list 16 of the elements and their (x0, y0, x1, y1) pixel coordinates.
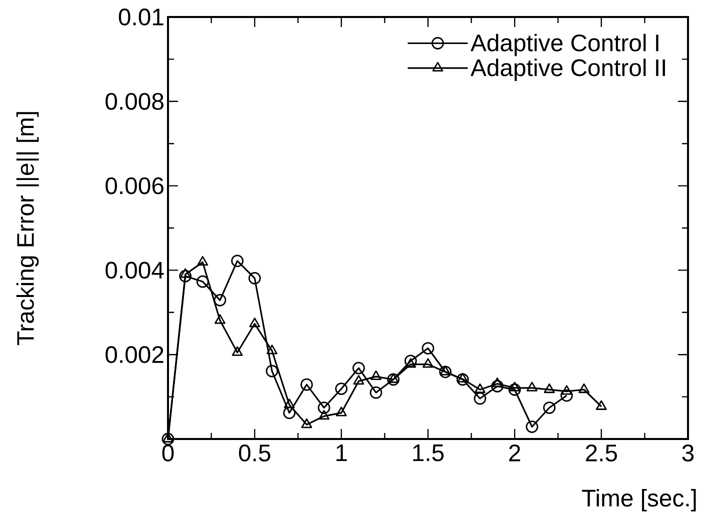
y-tick-label: 0.01 (118, 8, 164, 26)
x-tick-label: 0 (162, 444, 174, 462)
x-tick-label: 0.5 (238, 444, 270, 462)
legend-label: Adaptive Control I (470, 34, 658, 56)
y-tick-label: 0.008 (106, 92, 164, 110)
x-tick-label: 2 (509, 444, 520, 462)
x-tick-label: 1 (336, 444, 347, 461)
y-tick-label: 0.006 (106, 177, 164, 194)
x-tick-label: 2.5 (586, 444, 617, 462)
x-tick-label: 3 (682, 444, 694, 462)
y-tick-label: 0.002 (106, 346, 164, 364)
y-axis-title: Tracking Error ||e|| [m] (16, 112, 39, 346)
x-axis-title: Time [sec.] (582, 489, 696, 512)
legend-label: Adaptive Control II (470, 58, 665, 81)
y-tick-label: 0.004 (106, 262, 164, 279)
x-tick-label: 1.5 (413, 444, 444, 462)
